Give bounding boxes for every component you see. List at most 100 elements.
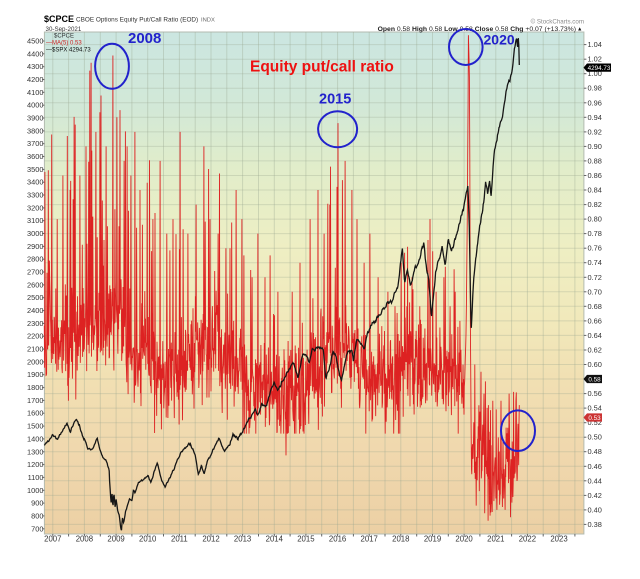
svg-text:2011: 2011: [171, 535, 188, 544]
svg-text:2200: 2200: [27, 332, 43, 341]
svg-text:800: 800: [31, 511, 43, 520]
svg-text:0.86: 0.86: [588, 171, 602, 180]
svg-text:$CPCE: $CPCE: [44, 14, 74, 24]
svg-text:0.84: 0.84: [588, 186, 602, 195]
svg-text:0.66: 0.66: [588, 316, 602, 325]
svg-text:Open 0.58 High 0.58 Low 0.58 C: Open 0.58 High 0.58 Low 0.58 Close 0.58 …: [378, 26, 576, 33]
svg-text:0.70: 0.70: [588, 287, 602, 296]
svg-text:1100: 1100: [28, 473, 44, 482]
svg-text:0.82: 0.82: [588, 200, 602, 209]
svg-text:1700: 1700: [27, 396, 43, 405]
svg-text:0.92: 0.92: [588, 127, 602, 136]
svg-text:2020: 2020: [455, 535, 473, 544]
svg-text:1800: 1800: [27, 383, 43, 392]
svg-text:2019: 2019: [424, 535, 441, 544]
svg-text:4000: 4000: [27, 101, 43, 110]
svg-text:1500: 1500: [27, 422, 43, 431]
svg-text:2016: 2016: [329, 535, 346, 544]
svg-text:3800: 3800: [27, 126, 43, 135]
svg-text:CBOE Options Equity Put/Call R: CBOE Options Equity Put/Call Ratio (EOD): [76, 17, 198, 24]
svg-text:2800: 2800: [27, 255, 43, 264]
svg-text:1600: 1600: [27, 409, 43, 418]
svg-text:4200: 4200: [27, 75, 43, 84]
svg-text:2300: 2300: [27, 319, 43, 328]
svg-text:0.53: 0.53: [588, 415, 601, 422]
svg-text:1200: 1200: [27, 460, 43, 469]
svg-text:0.90: 0.90: [588, 142, 602, 151]
svg-text:2020: 2020: [484, 32, 515, 48]
svg-text:2400: 2400: [27, 306, 43, 315]
svg-text:2018: 2018: [392, 535, 409, 544]
svg-text:700: 700: [31, 524, 43, 533]
svg-text:0.68: 0.68: [588, 302, 602, 311]
svg-text:3700: 3700: [27, 139, 43, 148]
svg-text:0.60: 0.60: [588, 360, 602, 369]
svg-text:30-Sep-2021: 30-Sep-2021: [46, 26, 82, 33]
svg-text:0.62: 0.62: [588, 346, 602, 355]
svg-text:3900: 3900: [27, 114, 43, 123]
svg-text:0.88: 0.88: [588, 156, 602, 165]
svg-text:3300: 3300: [27, 191, 43, 200]
svg-text:3500: 3500: [27, 165, 43, 174]
svg-text:2900: 2900: [27, 242, 43, 251]
svg-text:900: 900: [31, 499, 43, 508]
svg-text:0.46: 0.46: [588, 462, 602, 471]
svg-text:2009: 2009: [107, 535, 124, 544]
svg-text:0.42: 0.42: [588, 491, 602, 500]
svg-text:2700: 2700: [27, 268, 43, 277]
svg-text:0.50: 0.50: [588, 433, 602, 442]
svg-text:0.72: 0.72: [588, 273, 602, 282]
svg-text:—$SPX 4294.73: —$SPX 4294.73: [46, 48, 91, 54]
svg-text:© StockCharts.com: © StockCharts.com: [531, 19, 584, 26]
svg-text:Equity put/call ratio: Equity put/call ratio: [250, 59, 394, 76]
svg-text:2000: 2000: [27, 357, 43, 366]
svg-text:2023: 2023: [550, 535, 567, 544]
svg-text:1.00: 1.00: [588, 69, 602, 78]
svg-text:3000: 3000: [27, 229, 43, 238]
svg-text:0.94: 0.94: [588, 113, 602, 122]
svg-text:1.04: 1.04: [588, 40, 602, 49]
svg-text:0.38: 0.38: [588, 520, 602, 529]
svg-text:1900: 1900: [27, 370, 43, 379]
svg-text:0.40: 0.40: [588, 505, 602, 514]
svg-text:0.44: 0.44: [588, 476, 602, 485]
svg-text:0.48: 0.48: [588, 447, 602, 456]
svg-text:0.78: 0.78: [588, 229, 602, 238]
svg-text:3600: 3600: [27, 152, 43, 161]
svg-text:▲: ▲: [577, 27, 582, 33]
svg-text:4500: 4500: [27, 37, 43, 46]
svg-text:2100: 2100: [27, 345, 43, 354]
svg-text:3100: 3100: [27, 216, 43, 225]
svg-text:4100: 4100: [27, 88, 43, 97]
svg-text:2021: 2021: [487, 535, 504, 544]
svg-text:2007: 2007: [44, 535, 61, 544]
svg-text:2014: 2014: [266, 535, 284, 544]
svg-text:0.52: 0.52: [588, 418, 602, 427]
svg-text:1.02: 1.02: [588, 55, 602, 64]
svg-text:0.98: 0.98: [588, 84, 602, 93]
svg-text:2015: 2015: [319, 92, 351, 108]
svg-text:1000: 1000: [27, 486, 43, 495]
svg-text:2008: 2008: [76, 535, 93, 544]
svg-text:4294.73: 4294.73: [588, 65, 611, 72]
svg-text:0.64: 0.64: [588, 331, 602, 340]
svg-text:2022: 2022: [519, 535, 536, 544]
svg-text:0.76: 0.76: [588, 244, 602, 253]
svg-text:0.80: 0.80: [588, 215, 602, 224]
svg-text:4300: 4300: [27, 62, 43, 71]
svg-text:0.56: 0.56: [588, 389, 602, 398]
svg-text:0.74: 0.74: [588, 258, 602, 267]
svg-text:2012: 2012: [202, 535, 219, 544]
svg-text:$CPCE: $CPCE: [54, 34, 74, 40]
svg-text:—MA(5) 0.53: —MA(5) 0.53: [46, 41, 82, 47]
svg-text:0.54: 0.54: [588, 404, 602, 413]
svg-text:2008: 2008: [128, 30, 161, 47]
svg-text:INDX: INDX: [201, 18, 215, 24]
svg-text:2010: 2010: [139, 535, 157, 544]
svg-text:3200: 3200: [27, 203, 43, 212]
svg-text:2017: 2017: [361, 535, 378, 544]
svg-text:0.58: 0.58: [588, 376, 601, 383]
svg-text:3400: 3400: [27, 178, 43, 187]
svg-text:2500: 2500: [27, 293, 43, 302]
svg-text:2015: 2015: [297, 535, 315, 544]
